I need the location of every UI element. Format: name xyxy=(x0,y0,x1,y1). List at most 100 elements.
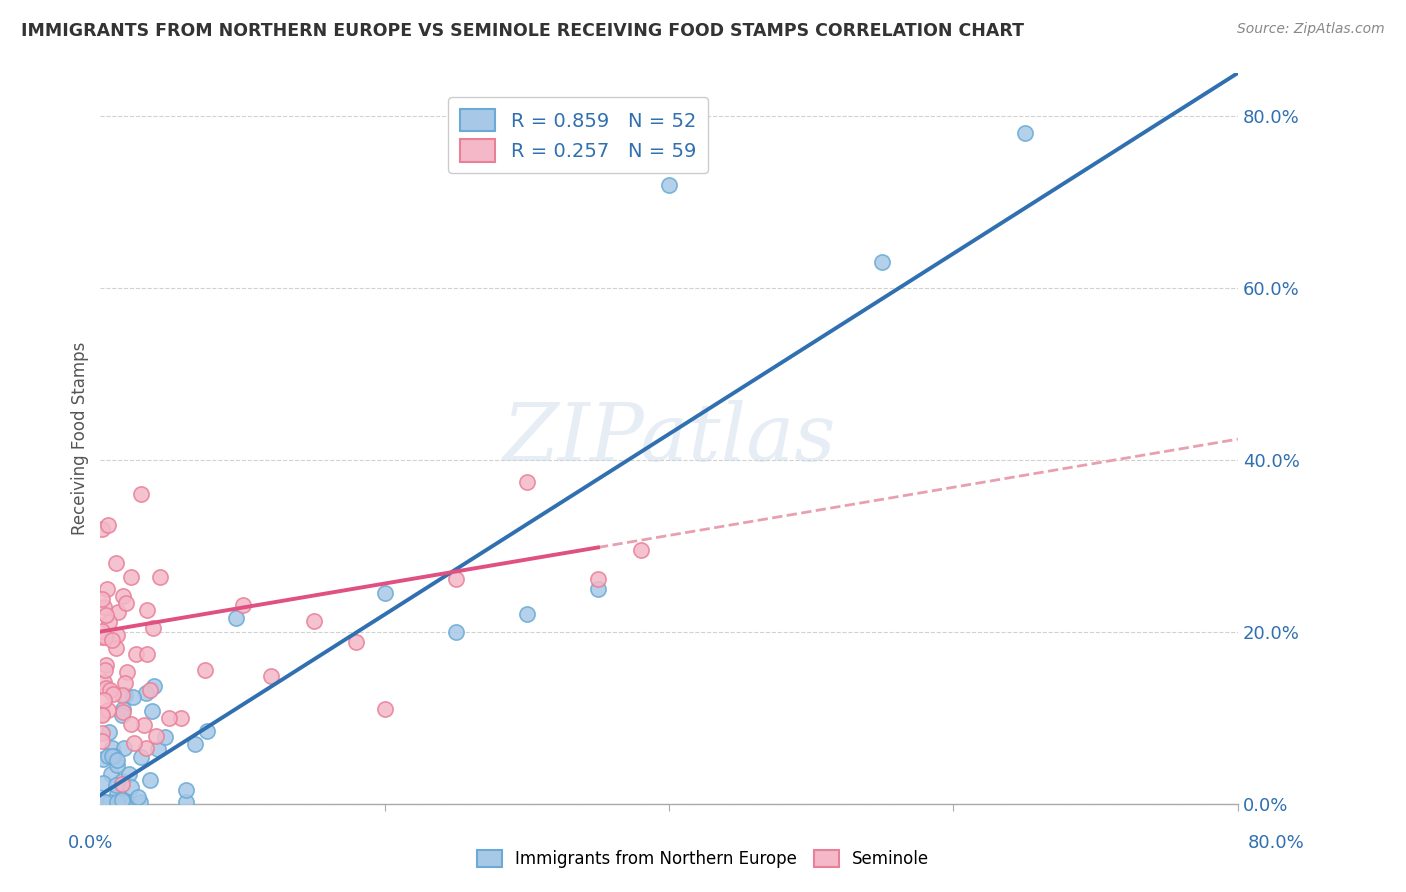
Point xyxy=(90,725,112,739)
Point xyxy=(232,599,254,613)
Point xyxy=(91,795,114,809)
Point xyxy=(129,487,152,501)
Point xyxy=(112,589,135,603)
Point xyxy=(141,704,163,718)
Point xyxy=(98,615,121,630)
Point xyxy=(97,749,120,764)
Point xyxy=(148,742,170,756)
Point xyxy=(125,647,148,661)
Point xyxy=(90,592,112,607)
Point xyxy=(105,795,128,809)
Point xyxy=(149,570,172,584)
Point xyxy=(122,690,145,705)
Point xyxy=(101,687,124,701)
Point xyxy=(136,647,159,661)
Point xyxy=(586,572,609,586)
Point xyxy=(142,621,165,635)
Point xyxy=(344,634,367,648)
Point xyxy=(195,723,218,738)
Point xyxy=(630,542,652,557)
Point xyxy=(98,682,121,697)
Point xyxy=(114,675,136,690)
Point xyxy=(112,740,135,755)
Point xyxy=(135,741,157,756)
Point xyxy=(516,475,538,490)
Point xyxy=(872,255,894,269)
Point xyxy=(658,178,681,192)
Point xyxy=(105,753,128,767)
Point xyxy=(97,725,120,739)
Point xyxy=(97,703,120,717)
Point xyxy=(302,614,325,628)
Point xyxy=(153,730,176,744)
Text: 0.0%: 0.0% xyxy=(67,834,112,852)
Point xyxy=(174,795,197,809)
Point xyxy=(111,689,134,703)
Point xyxy=(117,795,139,809)
Point xyxy=(98,795,121,809)
Y-axis label: Receiving Food Stamps: Receiving Food Stamps xyxy=(72,342,89,535)
Point xyxy=(105,787,128,801)
Point xyxy=(97,518,120,533)
Point xyxy=(129,749,152,764)
Point xyxy=(104,556,127,570)
Point xyxy=(1014,126,1036,140)
Text: ZIPatlas: ZIPatlas xyxy=(502,400,835,477)
Point xyxy=(139,683,162,698)
Point xyxy=(91,707,114,722)
Point xyxy=(127,790,149,805)
Point xyxy=(104,779,127,793)
Point xyxy=(94,658,117,673)
Point xyxy=(174,782,197,797)
Point xyxy=(94,607,117,622)
Point xyxy=(184,738,207,752)
Point xyxy=(111,707,134,722)
Point xyxy=(105,757,128,772)
Point xyxy=(114,597,136,611)
Point xyxy=(138,772,160,787)
Point xyxy=(93,599,115,614)
Point xyxy=(96,582,118,597)
Point xyxy=(444,624,467,639)
Point xyxy=(91,795,114,809)
Point xyxy=(120,780,142,794)
Point xyxy=(516,607,538,622)
Point xyxy=(101,741,124,756)
Point xyxy=(101,633,124,648)
Point xyxy=(374,586,396,600)
Point xyxy=(157,711,180,725)
Point xyxy=(110,777,132,791)
Point xyxy=(225,611,247,625)
Point xyxy=(120,570,142,584)
Point xyxy=(117,766,139,780)
Point xyxy=(128,795,150,809)
Legend: Immigrants from Northern Europe, Seminole: Immigrants from Northern Europe, Seminol… xyxy=(470,843,936,875)
Point xyxy=(115,665,138,680)
Point xyxy=(143,679,166,693)
Point xyxy=(91,752,114,766)
Point xyxy=(90,522,112,536)
Point xyxy=(91,775,114,789)
Point xyxy=(136,603,159,617)
Point xyxy=(132,717,155,731)
Point xyxy=(94,795,117,809)
Point xyxy=(114,795,136,809)
Point xyxy=(91,707,114,722)
Point xyxy=(110,791,132,805)
Point xyxy=(101,748,124,763)
Point xyxy=(107,605,129,619)
Point xyxy=(444,573,467,587)
Point xyxy=(94,663,117,677)
Text: 80.0%: 80.0% xyxy=(1249,834,1305,852)
Point xyxy=(94,681,117,695)
Point xyxy=(170,711,193,725)
Point xyxy=(586,582,609,596)
Point xyxy=(90,734,112,748)
Point xyxy=(103,748,125,763)
Point xyxy=(120,716,142,731)
Point xyxy=(374,702,396,716)
Point xyxy=(115,795,138,809)
Point xyxy=(124,736,146,750)
Point xyxy=(111,705,134,719)
Point xyxy=(90,630,112,644)
